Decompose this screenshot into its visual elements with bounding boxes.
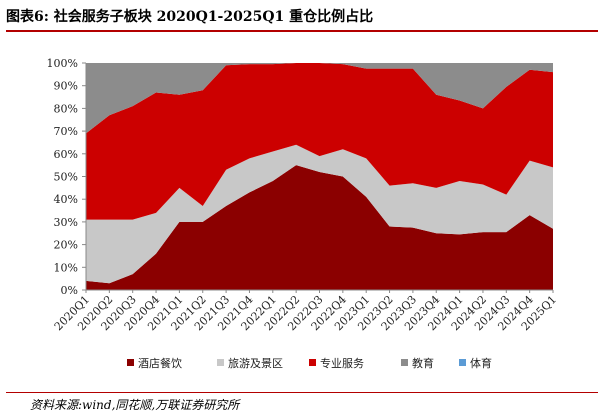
legend-label: 旅游及景区 (228, 356, 283, 370)
y-tick-label: 60% (54, 148, 78, 161)
y-tick-label: 10% (54, 261, 78, 274)
legend-label: 教育 (412, 356, 434, 370)
legend-label: 专业服务 (320, 356, 364, 370)
legend-swatch (401, 359, 408, 366)
area-series-3 (86, 63, 553, 220)
legend-label: 体育 (470, 356, 492, 370)
legend-swatch (309, 359, 316, 366)
y-tick-label: 20% (54, 239, 78, 252)
area-series-2 (86, 144, 553, 284)
x-tick-labels: 2020Q12020Q22020Q32020Q42021Q12021Q22021… (52, 293, 559, 333)
area-series-1 (86, 165, 553, 290)
area-series-4 (86, 63, 553, 134)
y-tick-label: 100% (47, 57, 78, 70)
y-tick-label: 40% (54, 193, 78, 206)
legend-label: 酒店餐饮 (138, 356, 182, 370)
y-tick-label: 80% (54, 102, 78, 115)
source-note: 资料来源:wind,同花顺,万联证券研究所 (6, 392, 598, 416)
axes (82, 62, 554, 293)
legend-swatch (217, 359, 224, 366)
figure-title: 图表6: 社会服务子板块 2020Q1-2025Q1 重仓比例占比 (6, 2, 598, 32)
area-layers (86, 63, 553, 290)
y-tick-label: 90% (54, 80, 78, 93)
y-tick-label: 0% (61, 284, 78, 297)
legend-swatch (127, 359, 134, 366)
y-tick-label: 70% (54, 125, 78, 138)
stacked-area-chart: 0% 10% 20% 30% 40% 50% 60% 70% 80% 90% 100% 2020Q1… (47, 57, 560, 370)
legend-swatch (459, 359, 466, 366)
y-tick-labels: 0% 10% 20% 30% 40% 50% 60% 70% 80% 90% 100% (47, 57, 78, 297)
y-tick-label: 30% (54, 216, 78, 229)
legend: 酒店餐饮 旅游及景区 专业服务 教育 体育 (127, 356, 492, 370)
y-tick-label: 50% (54, 171, 78, 184)
